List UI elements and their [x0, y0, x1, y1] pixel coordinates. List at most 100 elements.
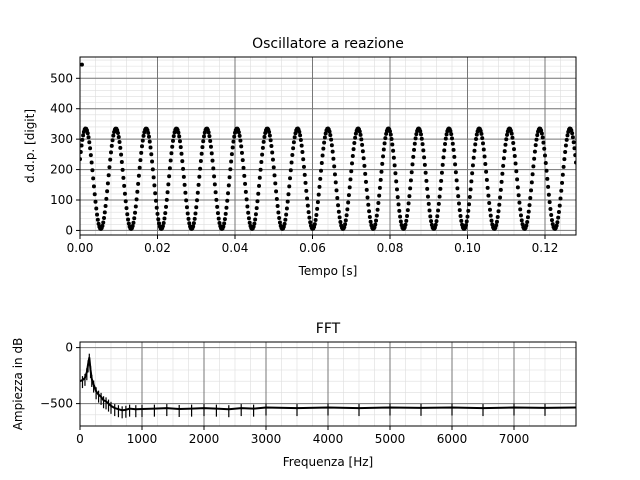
time-data-point [195, 198, 200, 203]
time-data-point [439, 170, 444, 175]
time-data-point [104, 196, 109, 201]
time-data-point [350, 161, 355, 166]
time-data-point [171, 138, 175, 143]
time-data-point [362, 163, 367, 168]
time-data-point [252, 221, 257, 226]
time-data-point [191, 221, 196, 226]
time-data-point [390, 142, 395, 147]
time-data-point [229, 152, 234, 157]
time-data-point [165, 190, 170, 195]
time-data-point [117, 139, 122, 144]
time-data-point [122, 183, 127, 188]
time-data-point [182, 182, 187, 187]
time-data-point [443, 142, 448, 147]
time-data-point [397, 208, 402, 213]
time-data-point [243, 181, 248, 186]
time-data-point [488, 213, 493, 218]
time-data-point [374, 218, 379, 223]
time-data-point [361, 156, 366, 161]
time-data-point [555, 220, 560, 225]
time-x-tick-label: 0.06 [299, 241, 326, 255]
time-data-point [519, 218, 524, 223]
time-data-point [404, 218, 409, 223]
time-data-point [379, 169, 384, 174]
time-data-point [329, 137, 334, 142]
fft-y-tick-label: −500 [40, 397, 73, 411]
time-data-point [363, 171, 368, 176]
time-data-point [478, 128, 483, 133]
time-data-point [183, 190, 188, 195]
time-data-point [184, 205, 189, 210]
time-data-point [381, 154, 386, 159]
time-data-point [442, 148, 447, 153]
time-data-point [221, 224, 226, 229]
time-data-point [377, 185, 382, 190]
fft-x-tick-label: 7000 [499, 432, 530, 446]
time-data-point [366, 202, 371, 207]
time-data-point [111, 133, 116, 138]
time-data-point [458, 214, 463, 218]
time-data-point [152, 183, 157, 188]
time-data-point [199, 151, 204, 156]
time-data-point [396, 202, 401, 207]
time-data-point [570, 131, 575, 136]
time-data-point [194, 205, 199, 210]
time-data-point [208, 144, 213, 149]
time-data-point [133, 210, 138, 215]
time-data-point [509, 131, 514, 136]
time-data-point [378, 177, 383, 182]
time-y-tick-label: 200 [50, 163, 73, 177]
time-data-point [558, 196, 563, 201]
time-data-point [207, 134, 212, 139]
time-data-point [191, 224, 196, 229]
time-data-point [277, 215, 282, 220]
time-data-point [349, 169, 354, 174]
time-data-point [392, 163, 397, 168]
fft-x-tick-label: 4000 [313, 432, 344, 446]
time-data-point [226, 183, 231, 188]
time-data-point [315, 206, 320, 211]
fft-chart: 0 1000 2000 3000 4000 5000 6000 7000 0 −500 FFT F… [11, 321, 577, 469]
time-data-point [469, 179, 474, 184]
time-data-point [301, 164, 306, 169]
time-data-point [437, 194, 442, 199]
fft-x-tick-label: 3000 [251, 432, 282, 446]
time-data-point [463, 223, 468, 228]
time-x-tick-label: 0.02 [144, 241, 171, 255]
time-data-point [304, 188, 309, 193]
time-data-point [512, 153, 517, 158]
time-data-point [275, 204, 280, 209]
fft-x-tick-label: 6000 [437, 432, 468, 446]
time-data-point [467, 195, 472, 200]
time-data-point [556, 215, 561, 220]
time-x-tick-label: 0.10 [454, 241, 481, 255]
time-data-point [422, 162, 427, 167]
time-data-point [259, 159, 264, 164]
time-data-point [91, 176, 96, 181]
time-data-point [556, 210, 561, 215]
time-y-tick-label: 400 [50, 102, 73, 116]
time-data-point [426, 201, 431, 206]
time-data-point [115, 131, 120, 136]
time-data-point [544, 168, 549, 173]
time-data-point [549, 212, 554, 217]
time-data-point [210, 158, 215, 163]
time-data-point [300, 150, 305, 155]
time-data-point [332, 172, 337, 177]
time-data-point [167, 166, 172, 171]
time-data-point [247, 220, 252, 225]
time-data-point [315, 200, 320, 205]
time-data-point [425, 194, 430, 199]
time-data-point [290, 153, 295, 158]
time-data-point [260, 152, 265, 157]
time-data-point [322, 140, 327, 145]
time-data-point [241, 165, 246, 170]
time-data-point [412, 141, 417, 146]
time-data-point [225, 198, 230, 203]
time-data-point [489, 218, 494, 223]
time-data-point [258, 167, 263, 172]
time-data-point [109, 143, 114, 148]
time-data-point [389, 137, 394, 142]
time-data-point [351, 147, 356, 152]
time-data-point [153, 191, 158, 196]
